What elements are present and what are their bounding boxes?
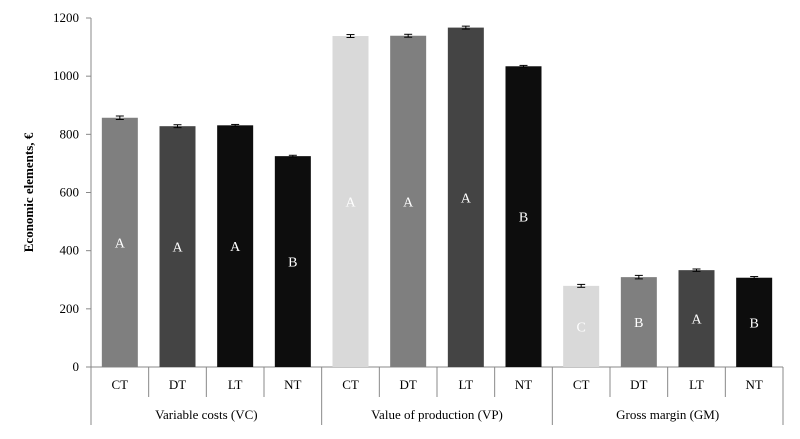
category-label: NT	[284, 377, 301, 392]
bar	[447, 27, 484, 367]
significance-letter: B	[749, 316, 758, 331]
bar	[563, 285, 600, 367]
category-label: CT	[112, 377, 129, 392]
significance-letter: B	[519, 211, 528, 226]
category-label: DT	[169, 377, 186, 392]
group-label: Gross margin (GM)	[616, 407, 719, 422]
significance-letter: B	[634, 316, 643, 331]
bar	[217, 125, 254, 367]
bar	[274, 156, 311, 367]
bar	[620, 277, 657, 367]
y-axis-title: Economic elements, €	[21, 132, 36, 252]
significance-letter: A	[115, 236, 126, 251]
bar	[101, 117, 138, 368]
bar	[159, 126, 196, 367]
y-tick-label: 400	[60, 243, 80, 258]
category-label: NT	[515, 377, 532, 392]
category-label: CT	[573, 377, 590, 392]
significance-letter: A	[345, 196, 356, 211]
significance-letter: A	[691, 313, 702, 328]
category-label: DT	[399, 377, 416, 392]
bar	[390, 35, 427, 367]
y-tick-label: 600	[60, 185, 80, 200]
group-label: Value of production (VP)	[371, 407, 503, 422]
significance-letter: A	[461, 191, 472, 206]
category-label: LT	[228, 377, 243, 392]
group-label: Variable costs (VC)	[155, 407, 258, 422]
category-label: CT	[342, 377, 359, 392]
y-tick-label: 200	[60, 301, 80, 316]
significance-letter: A	[403, 195, 414, 210]
category-label: DT	[630, 377, 647, 392]
bar	[678, 270, 715, 367]
significance-letter: C	[576, 320, 585, 335]
y-tick-label: 1000	[53, 68, 79, 83]
category-label: LT	[689, 377, 704, 392]
significance-letter: A	[172, 241, 183, 256]
category-label: LT	[458, 377, 473, 392]
bar	[332, 36, 369, 367]
bar	[736, 277, 773, 367]
y-tick-label: 0	[73, 359, 80, 374]
significance-letter: A	[230, 240, 241, 255]
bar	[505, 66, 542, 368]
significance-letter: B	[288, 256, 297, 271]
y-tick-label: 1200	[53, 10, 79, 25]
category-label: NT	[745, 377, 762, 392]
y-tick-label: 800	[60, 126, 80, 141]
